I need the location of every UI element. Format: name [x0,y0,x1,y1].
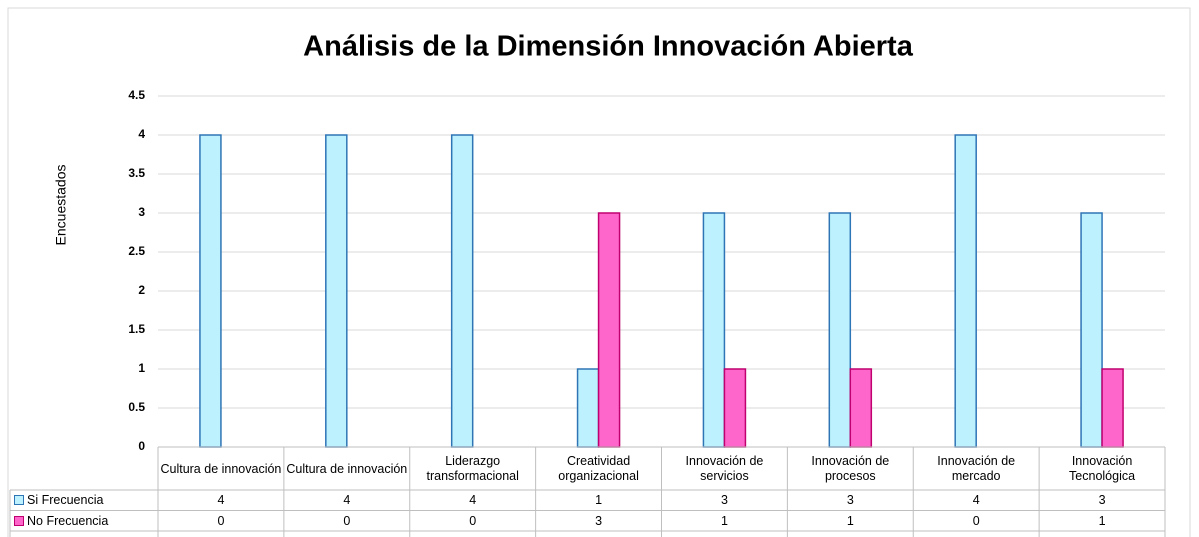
y-tick-label: 1.5 [128,322,145,336]
bar [1101,368,1124,448]
table-cell: 1 [846,513,854,528]
bar [702,212,726,448]
table-cell: 3 [720,493,728,507]
y-tick-label: 2.5 [128,244,145,258]
table-cell: 3 [1098,493,1106,507]
x-tick-label: Innovación de procesos [811,454,890,483]
bar [849,368,873,448]
y-tick-label: 1 [138,361,145,375]
x-tick-label: Creatividad organizacional [558,454,639,483]
y-tick-label: 2 [138,283,145,297]
y-tick-label: 4 [138,127,145,141]
chart-title: Análisis de la Dimensión Innovación Abie… [303,31,914,63]
table-cell: 0 [972,513,980,528]
legend-entry: Si Frecuencia [11,490,157,510]
bar [597,212,621,448]
table-cell: 0 [469,513,477,528]
legend-key [14,495,24,505]
y-tick-label: 0 [138,439,145,453]
x-tick-label: Innovación de mercado [937,454,1016,483]
bar [576,368,600,448]
table-cell: 1 [720,513,728,528]
bar [828,212,852,448]
legend-label: Si Frecuencia [27,493,104,507]
y-tick-label: 3.5 [128,166,145,180]
table-cell: 4 [217,493,225,507]
bar [450,134,474,448]
table-cell: 3 [846,493,854,507]
y-tick-label: 4.5 [128,88,145,102]
x-tick-label: Innovación de servicios [685,454,764,483]
table-cell: 3 [595,513,603,528]
bar [723,368,747,448]
table-cell: 1 [595,493,603,507]
bar [199,134,222,448]
legend-entry: No Frecuencia [11,511,157,531]
legend-key [14,515,24,526]
bar [325,134,348,448]
x-tick-label: Innovación Tecnológica [1069,454,1136,483]
table-cell: 4 [343,493,351,507]
y-tick-label: 3 [138,205,145,219]
y-tick-label: 0.5 [128,400,145,414]
x-tick-label: Liderazgo transformacional [426,454,519,483]
x-tick-label: Cultura de innovación [160,461,282,476]
x-tick-label: Cultura de innovación [286,461,408,476]
legend-label: No Frecuencia [27,513,109,528]
bar [954,134,977,448]
table-cell: 1 [1098,513,1106,528]
table-cell: 4 [972,493,980,507]
table-cell: 0 [343,513,351,528]
bar [1080,212,1103,448]
y-axis-title: Encuestados [53,165,69,246]
table-cell: 0 [217,513,225,528]
table-cell: 4 [469,493,477,507]
